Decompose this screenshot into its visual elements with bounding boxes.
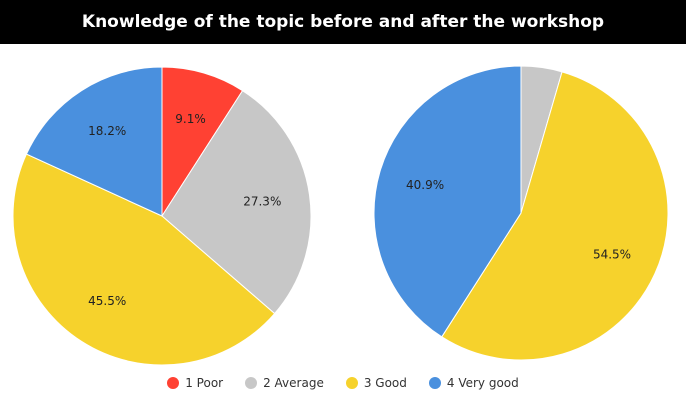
- legend-label-poor: 1 Poor: [185, 376, 224, 390]
- legend-item-average: 2 Average: [245, 376, 324, 390]
- legend-label-average: 2 Average: [263, 376, 324, 390]
- pie-1-slice-average: [161, 89, 312, 315]
- legend-item-very-good: 4 Very good: [428, 376, 519, 390]
- pie-2-label-good: 54.5%: [593, 247, 631, 261]
- pie-1-slice-very-good: [25, 66, 163, 217]
- pie-1-label-good: 45.5%: [88, 294, 126, 308]
- pie-2-label-very-good: 40.9%: [406, 178, 444, 192]
- legend: 1 Poor 2 Average 3 Good 4 Very good: [0, 372, 686, 394]
- legend-label-very-good: 4 Very good: [446, 376, 519, 390]
- pie-1-label-average: 27.3%: [243, 195, 281, 209]
- legend-swatch-very-good: [428, 377, 441, 389]
- legend-swatch-average: [245, 377, 258, 389]
- legend-item-good: 3 Good: [345, 376, 407, 390]
- pie-1-label-poor: 9.1%: [175, 112, 206, 126]
- pie-1-slice-good: [12, 153, 276, 366]
- legend-item-poor: 1 Poor: [167, 376, 223, 390]
- legend-label-good: 3 Good: [363, 376, 407, 390]
- chart-title: Knowledge of the topic before and after …: [0, 0, 686, 44]
- pie-1-label-very-good: 18.2%: [88, 124, 126, 138]
- legend-swatch-good: [345, 377, 358, 389]
- pie-2-slice-very-good: [373, 65, 522, 338]
- pie-1-slice-poor: [161, 66, 244, 218]
- pie-2-slice-good: [441, 71, 669, 361]
- legend-swatch-poor: [167, 377, 180, 389]
